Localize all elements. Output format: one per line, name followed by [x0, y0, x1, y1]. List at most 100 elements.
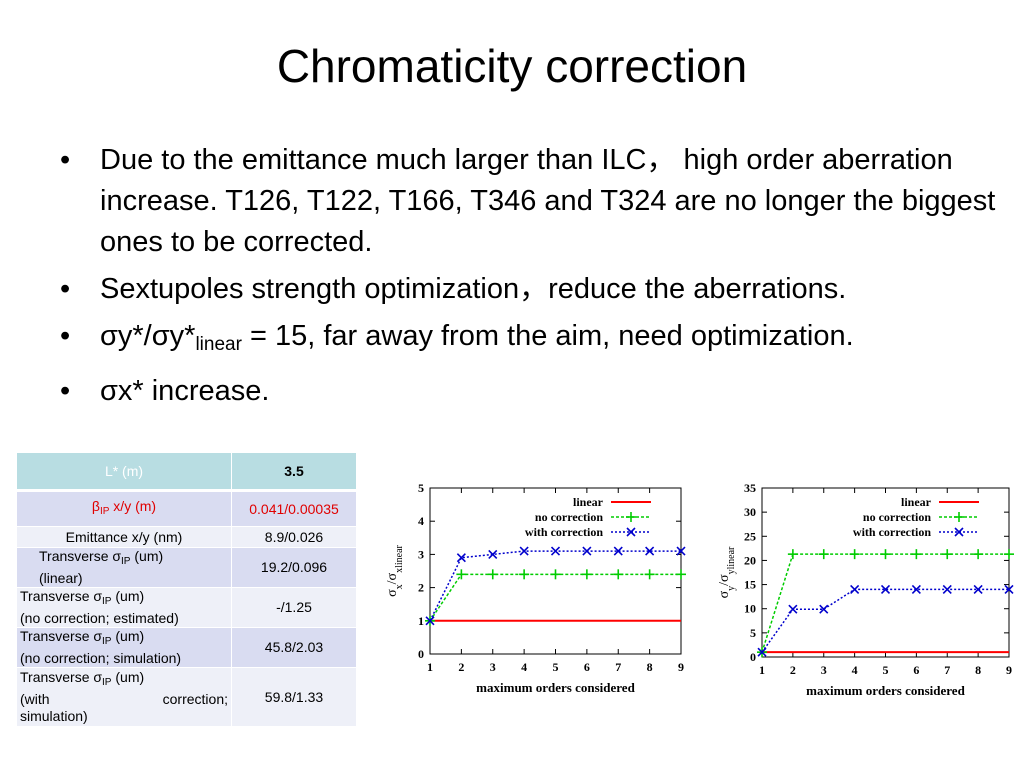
bullet-item: • Due to the emittance much larger than I… — [60, 140, 1000, 263]
y-tick-label: 35 — [744, 481, 756, 495]
data-point — [942, 549, 953, 560]
sigma-linear-value: 19.2/0.096 — [231, 547, 357, 588]
x-tick-label: 6 — [584, 660, 590, 674]
bullet-list: • Due to the emittance much larger than I… — [60, 140, 1000, 418]
legend-marker — [954, 512, 964, 522]
cross-marker-b — [425, 616, 435, 626]
x-tick-label: 3 — [821, 663, 827, 677]
cross-marker-b — [1004, 584, 1014, 594]
sigma-simulation-label: Transverse σIP (um) (no correction; simu… — [16, 627, 232, 668]
y-tick-label: 0 — [418, 647, 424, 661]
bullet-subscript: linear — [195, 334, 242, 355]
cross-marker-b — [613, 546, 623, 556]
x-tick-label: 4 — [852, 663, 858, 677]
legend-marker — [954, 527, 964, 537]
data-point — [519, 569, 530, 580]
data-point — [456, 553, 466, 563]
legend-label: linear — [573, 495, 604, 509]
x-tick-label: 7 — [944, 663, 950, 677]
cross-marker-b — [519, 546, 529, 556]
x-tick-label: 1 — [759, 663, 765, 677]
table-row-sigma-estimated: Transverse σIP (um) (no correction; esti… — [16, 587, 357, 628]
bullet-text: σx* increase. — [100, 375, 270, 407]
legend-label: no correction — [863, 510, 931, 524]
series-with-correction — [425, 546, 686, 626]
x-tick-label: 3 — [490, 660, 496, 674]
y-tick-label: 4 — [418, 514, 424, 528]
x-axis-label: maximum orders considered — [806, 683, 965, 698]
data-point — [676, 546, 686, 556]
y-tick-label: 10 — [744, 602, 756, 616]
series-line — [761, 553, 1009, 653]
header-label: L* (m) — [16, 452, 232, 491]
cross-marker-b — [456, 553, 466, 563]
legend-label: no correction — [535, 510, 603, 524]
x-tick-label: 9 — [678, 660, 684, 674]
legend-label: linear — [901, 495, 932, 509]
data-point — [880, 584, 891, 594]
x-tick-label: 6 — [913, 663, 919, 677]
cross-marker-b — [942, 584, 952, 594]
series-no-correction — [425, 569, 686, 626]
cross-marker-b — [676, 546, 686, 556]
data-point — [880, 549, 891, 560]
data-point — [973, 584, 983, 594]
data-point — [787, 549, 798, 560]
table-header-row: L* (m) 3.5 — [16, 452, 357, 491]
bullet-text: σy*/σy* — [100, 320, 196, 352]
legend-label: with correction — [853, 525, 931, 539]
data-point — [613, 569, 624, 580]
data-point — [973, 549, 984, 560]
table-row-sigma-with-correction: Transverse σIP (um) (with correction; sim… — [16, 667, 357, 727]
data-point — [1004, 584, 1014, 594]
legend-marker — [626, 527, 636, 537]
data-point — [942, 584, 952, 594]
data-point — [550, 569, 561, 580]
data-point — [850, 584, 860, 594]
cross-marker-b — [954, 527, 964, 537]
bullet-text-tail: = 15, far away from the aim, need optimi… — [241, 320, 854, 352]
series-line — [429, 550, 681, 622]
y-tick-label: 25 — [744, 529, 756, 543]
legend-marker — [626, 512, 636, 522]
data-point — [456, 569, 467, 580]
series-with-correction — [757, 584, 1014, 657]
y-tick-label: 3 — [418, 547, 424, 561]
y-tick-label: 1 — [418, 614, 424, 628]
cross-marker-b — [550, 546, 561, 556]
data-point — [582, 546, 592, 556]
y-tick-label: 30 — [744, 505, 756, 519]
x-tick-label: 2 — [458, 660, 464, 674]
cross-marker-b — [880, 584, 891, 594]
bullet-symbol: • — [60, 375, 71, 407]
data-point — [644, 569, 655, 580]
bullet-item: • σx* increase. — [60, 371, 1000, 412]
bullet-item: • σy*/σy*linear = 15, far away from the a… — [60, 316, 1000, 365]
table-row-sigma-linear: Transverse σIP (um) (linear) 19.2/0.096 — [16, 547, 357, 588]
bullet-symbol: • — [60, 144, 71, 176]
x-axis-label: maximum orders considered — [476, 680, 635, 695]
cross-marker-b — [850, 584, 860, 594]
y-axis-label: σx/σxlinear — [385, 544, 405, 596]
cross-marker-b — [911, 584, 921, 594]
cross-marker-b — [488, 549, 498, 559]
series-no-correction — [757, 549, 1014, 658]
data-point — [645, 546, 655, 556]
slide-title: Chromaticity correction — [276, 40, 748, 92]
beta-value: 0.041/0.00035 — [231, 489, 357, 527]
series-line — [761, 588, 1009, 653]
bullet-text: Due to the emittance much larger than IL… — [100, 144, 996, 258]
data-point — [488, 549, 498, 559]
x-tick-label: 1 — [427, 660, 433, 674]
data-point — [676, 569, 686, 580]
x-tick-label: 8 — [975, 663, 981, 677]
beta-label: βIP x/y (m) — [16, 489, 232, 527]
sigma-simulation-value: 45.8/2.03 — [231, 627, 357, 668]
table-row-emittance: Emittance x/y (nm) 8.9/0.026 — [16, 526, 357, 548]
data-point — [519, 546, 529, 556]
data-point — [788, 604, 798, 614]
sigma-estimated-label: Transverse σIP (um) (no correction; esti… — [16, 587, 232, 628]
data-point — [550, 546, 561, 556]
x-tick-label: 5 — [883, 663, 889, 677]
